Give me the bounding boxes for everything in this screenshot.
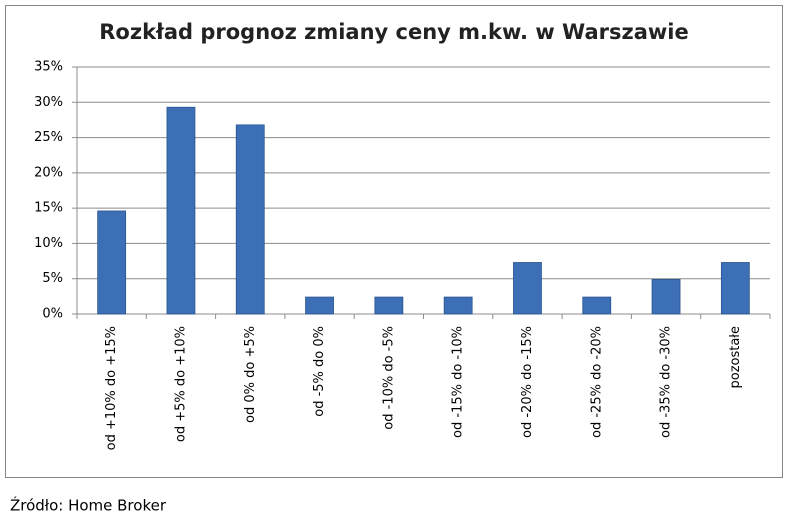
x-tick-label: od -10% do -5% xyxy=(381,326,396,430)
bar xyxy=(166,106,196,315)
x-tick-label: od -35% do -30% xyxy=(659,326,674,438)
source-note: Źródło: Home Broker xyxy=(10,496,167,515)
x-tick-label: od +5% do +10% xyxy=(173,326,188,442)
x-tick-label: od +10% do +15% xyxy=(104,326,119,450)
bar xyxy=(513,262,542,315)
x-tick-label: pozostałe xyxy=(728,326,743,389)
bar xyxy=(305,296,334,315)
y-tick-label: 30% xyxy=(34,95,63,110)
y-tick-label: 15% xyxy=(34,201,63,216)
y-tick-label: 5% xyxy=(42,271,63,286)
x-tick-label: od -20% do -15% xyxy=(520,326,535,438)
bar xyxy=(651,279,681,315)
bar xyxy=(443,296,473,315)
bar xyxy=(97,210,127,315)
x-tick-label: od -15% do -10% xyxy=(451,326,466,438)
y-tick-label: 35% xyxy=(34,60,63,75)
bar xyxy=(235,124,265,315)
chart-title: Rozkład prognoz zmiany ceny m.kw. w Wars… xyxy=(99,20,688,44)
chart-frame xyxy=(5,5,783,478)
bar xyxy=(374,296,404,315)
x-tick-label: od -5% do 0% xyxy=(312,326,327,417)
bar xyxy=(720,262,750,315)
x-tick-label: od 0% do +5% xyxy=(243,326,258,423)
bar xyxy=(582,296,612,315)
y-tick-label: 20% xyxy=(34,165,63,180)
y-tick-label: 0% xyxy=(42,307,63,322)
y-tick-label: 10% xyxy=(34,236,63,251)
y-tick-label: 25% xyxy=(34,130,63,145)
x-tick-label: od -25% do -20% xyxy=(589,326,604,438)
